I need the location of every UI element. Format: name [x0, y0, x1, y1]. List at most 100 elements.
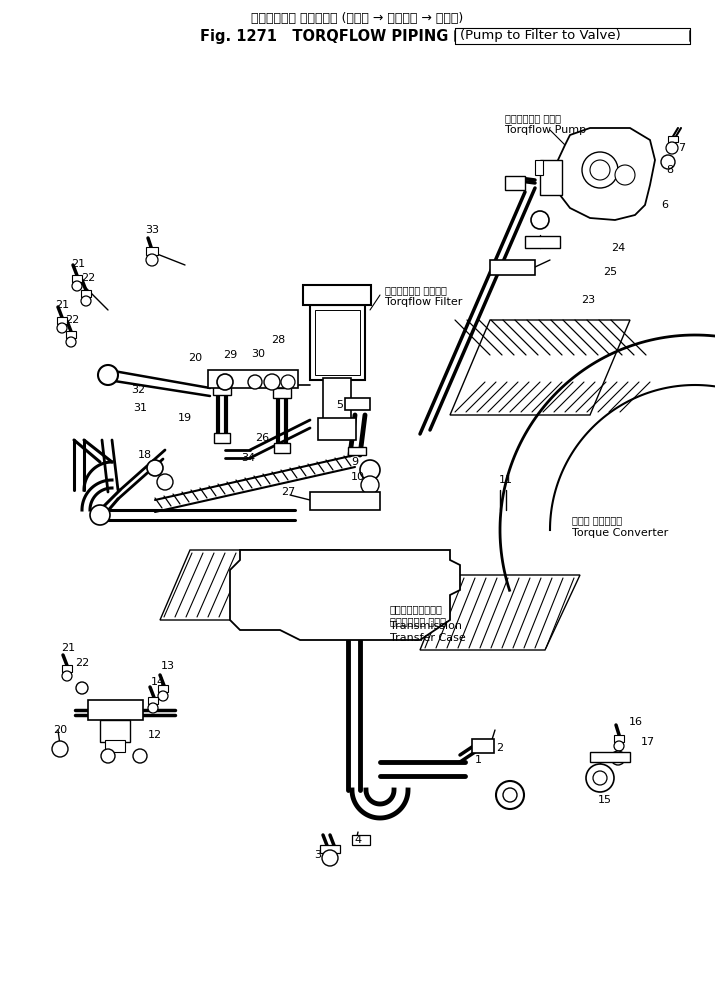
- Circle shape: [217, 374, 233, 390]
- Text: 25: 25: [603, 267, 617, 277]
- Text: 4: 4: [355, 835, 362, 845]
- Circle shape: [101, 749, 115, 763]
- Circle shape: [158, 691, 168, 701]
- Circle shape: [593, 771, 607, 785]
- Text: 21: 21: [71, 259, 85, 269]
- Text: 15: 15: [598, 795, 612, 805]
- Text: (Pump to Filter to Valve): (Pump to Filter to Valve): [460, 29, 621, 42]
- Text: 19: 19: [178, 413, 192, 423]
- Bar: [208, 370, 298, 388]
- Bar: [81, 290, 91, 297]
- Text: 22: 22: [75, 658, 89, 668]
- Bar: [303, 285, 371, 305]
- Text: 20: 20: [188, 353, 202, 363]
- Bar: [348, 447, 366, 455]
- Circle shape: [614, 741, 624, 751]
- Text: 18: 18: [138, 450, 152, 460]
- Text: 12: 12: [148, 730, 162, 740]
- Bar: [315, 310, 360, 375]
- Text: 8: 8: [666, 165, 674, 175]
- Circle shape: [133, 749, 147, 763]
- Text: 17: 17: [641, 737, 655, 747]
- Bar: [72, 275, 82, 282]
- Circle shape: [62, 671, 72, 681]
- Bar: [146, 247, 158, 255]
- Text: Torqflow Pump: Torqflow Pump: [505, 125, 586, 135]
- Bar: [100, 720, 130, 742]
- Bar: [148, 697, 158, 704]
- Polygon shape: [558, 128, 655, 220]
- Circle shape: [281, 375, 295, 389]
- Text: 28: 28: [271, 335, 285, 345]
- Circle shape: [90, 505, 110, 525]
- Text: Torqflow Filter: Torqflow Filter: [385, 297, 463, 307]
- Text: 9: 9: [352, 457, 358, 467]
- Text: 11: 11: [499, 475, 513, 485]
- Bar: [105, 740, 125, 752]
- Text: トルフフロー エンプ: トルフフロー エンプ: [505, 113, 561, 123]
- Text: 10: 10: [351, 472, 365, 482]
- Text: 7: 7: [679, 143, 686, 153]
- Bar: [66, 331, 76, 338]
- Bar: [525, 236, 560, 248]
- Text: 20: 20: [53, 725, 67, 735]
- Circle shape: [98, 365, 118, 385]
- Circle shape: [590, 160, 610, 180]
- Text: 27: 27: [281, 487, 295, 497]
- Circle shape: [146, 254, 158, 266]
- Text: 34: 34: [241, 453, 255, 463]
- Circle shape: [157, 474, 173, 490]
- Bar: [323, 378, 351, 420]
- Circle shape: [52, 741, 68, 757]
- Bar: [590, 752, 630, 762]
- Text: 32: 32: [131, 385, 145, 395]
- Bar: [614, 735, 624, 742]
- Bar: [318, 418, 356, 440]
- Text: 21: 21: [61, 643, 75, 653]
- Bar: [310, 305, 365, 380]
- Polygon shape: [230, 550, 460, 640]
- Bar: [535, 160, 543, 175]
- Text: Torque Converter: Torque Converter: [572, 528, 669, 538]
- Circle shape: [322, 850, 338, 866]
- Text: 6: 6: [661, 200, 669, 210]
- Bar: [62, 665, 72, 672]
- Bar: [214, 433, 230, 443]
- Text: 13: 13: [161, 661, 175, 671]
- Bar: [88, 700, 143, 720]
- Text: Fig. 1271   TORQFLOW PIPING: Fig. 1271 TORQFLOW PIPING: [200, 28, 448, 43]
- Circle shape: [264, 374, 280, 390]
- Bar: [345, 398, 370, 410]
- Circle shape: [66, 337, 76, 347]
- Circle shape: [148, 703, 158, 713]
- Text: トルク コンバータ: トルク コンバータ: [572, 515, 622, 525]
- Bar: [213, 385, 231, 395]
- Text: 2: 2: [496, 743, 503, 753]
- Circle shape: [615, 165, 635, 185]
- Text: 1: 1: [475, 755, 481, 765]
- Circle shape: [248, 375, 262, 389]
- Text: 24: 24: [611, 243, 625, 253]
- Text: トルクフロー フィルタ: トルクフロー フィルタ: [385, 285, 447, 295]
- Text: 22: 22: [65, 315, 79, 325]
- Bar: [352, 835, 370, 845]
- Circle shape: [81, 296, 91, 306]
- Text: 26: 26: [255, 433, 269, 443]
- Circle shape: [582, 152, 618, 188]
- Text: 5: 5: [337, 400, 343, 410]
- Bar: [320, 845, 340, 853]
- Bar: [490, 260, 535, 275]
- Circle shape: [661, 155, 675, 169]
- Bar: [274, 443, 290, 453]
- Text: 22: 22: [81, 273, 95, 283]
- Circle shape: [57, 323, 67, 333]
- Circle shape: [611, 751, 625, 765]
- Circle shape: [72, 281, 82, 291]
- Circle shape: [360, 460, 380, 480]
- Text: 33: 33: [145, 225, 159, 235]
- Text: 3: 3: [315, 850, 322, 860]
- Text: 29: 29: [223, 350, 237, 360]
- Bar: [310, 492, 380, 510]
- Bar: [472, 739, 494, 753]
- Bar: [505, 176, 525, 190]
